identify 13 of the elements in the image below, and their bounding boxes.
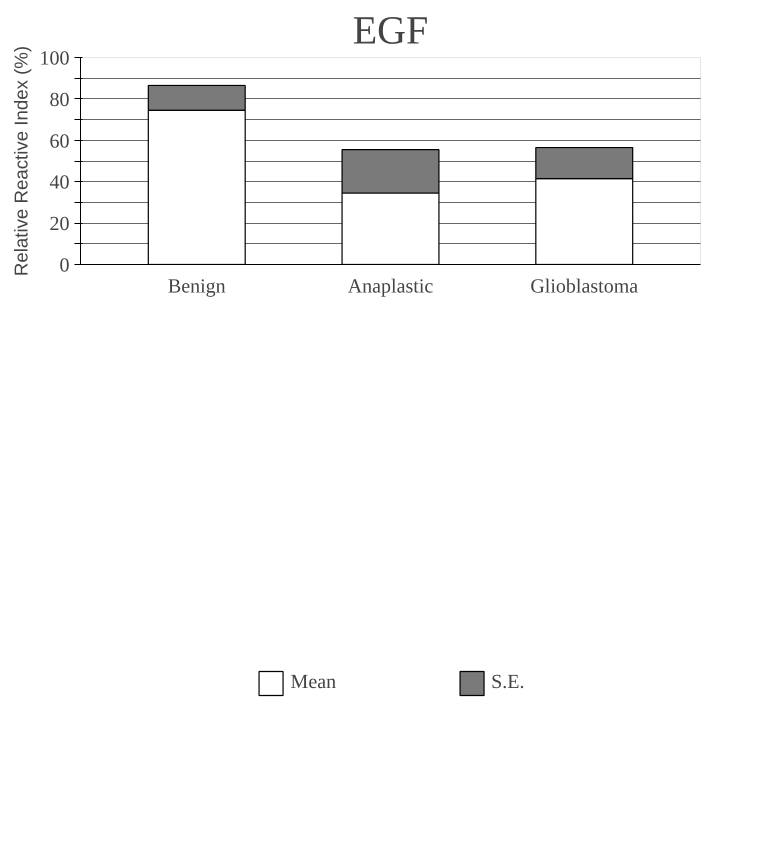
y-tick-label: 0 <box>60 254 70 276</box>
x-tick-label: Anaplastic <box>348 276 434 298</box>
y-tick-label: 40 <box>50 172 70 194</box>
y-tick-label: 20 <box>50 213 70 236</box>
y-tick-label: 60 <box>50 130 70 152</box>
x-tick-label: Glioblastoma <box>530 276 638 298</box>
y-axis-title: Relative Reactive Index (%) <box>10 46 32 276</box>
legend-label: S.E. <box>491 671 524 694</box>
y-tick-label: 100 <box>40 48 70 70</box>
chart-title: EGF <box>352 8 428 52</box>
x-tick-label: Benign <box>168 276 226 298</box>
legend-label: Mean <box>290 671 336 694</box>
y-tick-label: 80 <box>50 88 70 111</box>
